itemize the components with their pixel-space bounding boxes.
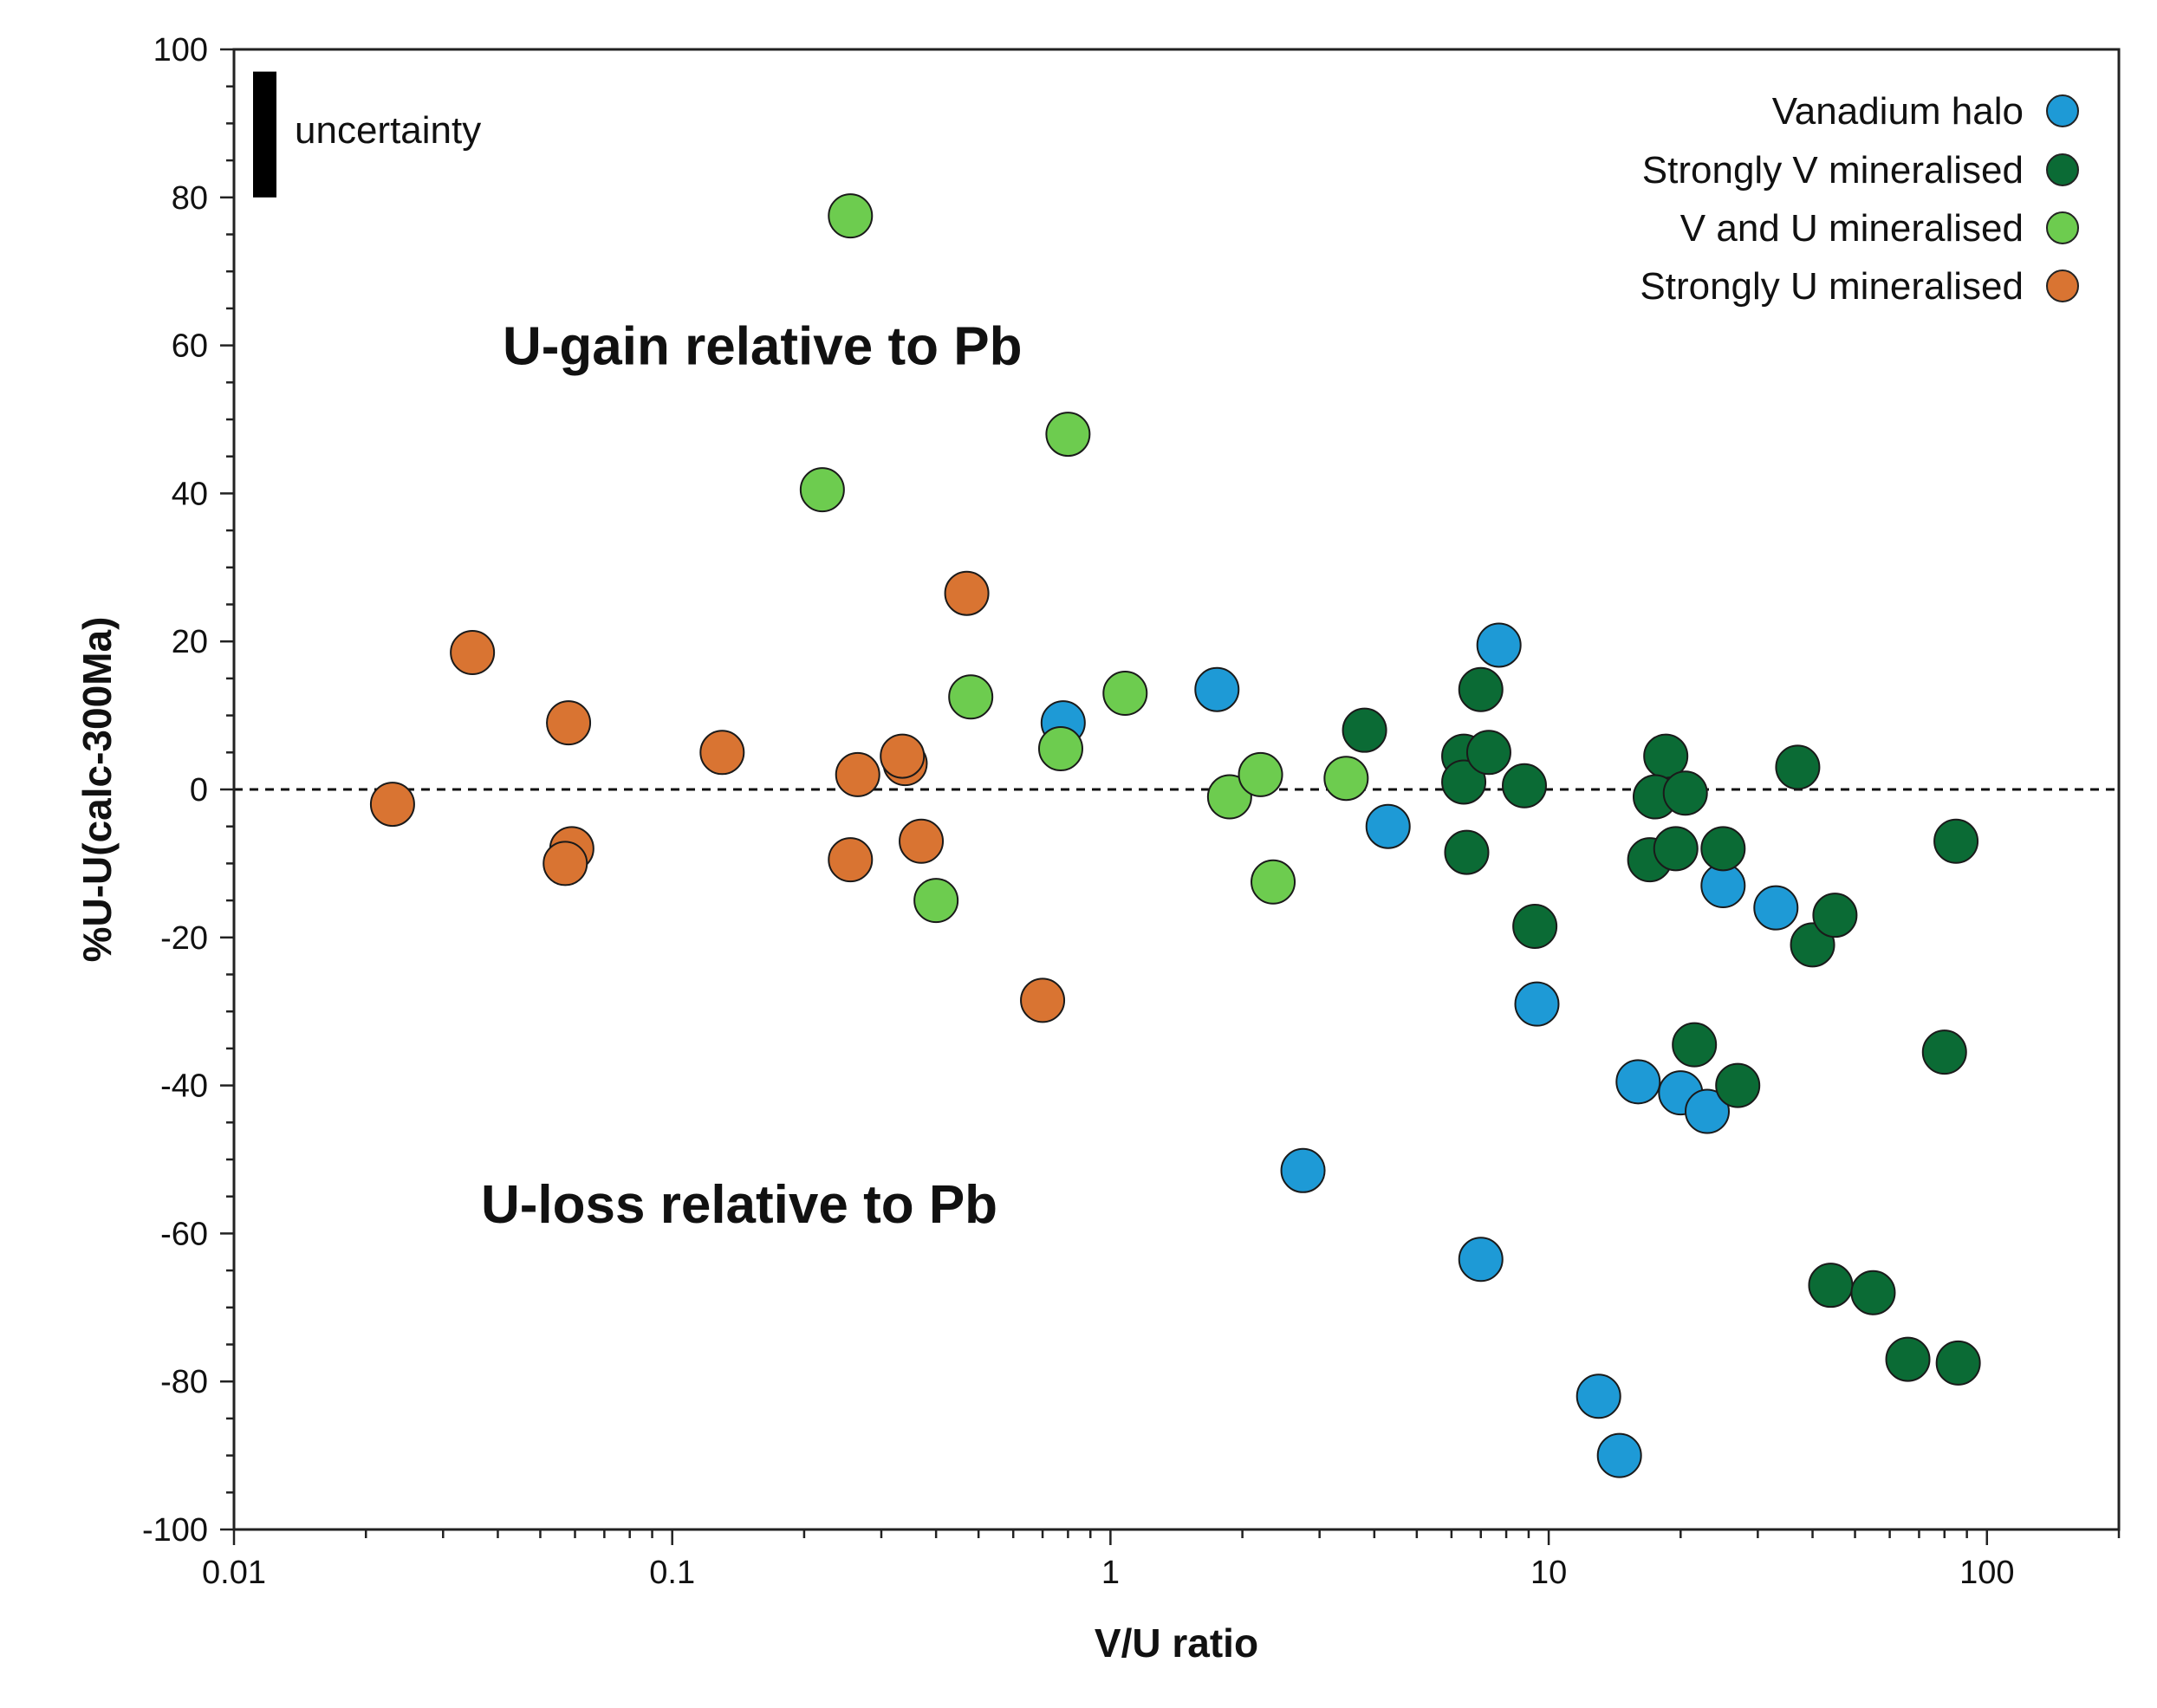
point-series1-3 [1458,666,1504,712]
point-series0-9 [1685,1088,1731,1134]
uncertainty-label: uncertainty [295,109,481,152]
point-series1-2 [1441,759,1487,805]
legend-label-v-and-u: V and U mineralised [1680,207,2024,250]
point-series1-13 [1700,826,1746,872]
uncertainty-bar [253,71,276,198]
point-series1-24 [1935,1340,1981,1386]
legend-marker-vanadium-halo [2046,94,2079,127]
annotation-u-gain: U-gain relative to Pb [503,317,1022,377]
y-tick-label: 80 [172,180,208,217]
point-series0-12 [1576,1374,1621,1419]
point-series1-19 [1933,818,1979,864]
point-series0-6 [1458,1237,1504,1283]
point-series3-9 [880,733,926,779]
point-series1-10 [1662,770,1708,816]
point-series2-2 [1045,412,1091,458]
point-series1-14 [1672,1022,1718,1068]
y-tick-label: 20 [172,624,208,660]
point-series3-0 [369,782,415,828]
point-series3-6 [828,837,874,883]
point-series2-7 [1206,774,1252,820]
axis-ticks: 100 80 60 40 20 0 -20 -40 -60 -80 -100 0.01 0.1 1 10 10… [142,32,2121,1591]
point-series1-4 [1465,730,1511,776]
data-points [369,193,1981,1478]
point-series1-15 [1715,1062,1761,1108]
point-series1-5 [1502,763,1548,809]
point-series0-4 [1514,981,1560,1027]
point-series2-8 [1238,751,1283,797]
point-series3-4 [542,841,588,886]
x-axis-title: V/U ratio [1095,1620,1258,1666]
legend-label-strongly-u: Strongly U mineralised [1640,265,2024,308]
point-series2-6 [913,878,959,924]
point-series1-22 [1850,1270,1896,1315]
point-series1-7 [1512,903,1558,949]
y-tick-label: 0 [190,772,208,809]
legend-marker-strongly-u [2046,270,2079,302]
point-series0-11 [1753,885,1799,931]
x-tick-label: 0.01 [202,1555,266,1591]
point-series3-1 [450,630,496,676]
point-series1-16 [1775,744,1821,790]
point-series1-20 [1921,1029,1967,1075]
point-series0-13 [1596,1432,1642,1478]
point-series3-5 [699,730,745,776]
point-series0-3 [1365,803,1411,849]
x-tick-label: 10 [1530,1555,1567,1591]
point-series2-1 [799,467,845,513]
point-series2-9 [1251,859,1296,905]
x-tick-label: 100 [1959,1555,2014,1591]
point-series2-3 [948,674,994,720]
point-series1-12 [1653,826,1699,872]
y-axis-title: %U-U(calc-300Ma) [75,617,120,963]
legend-label-vanadium-halo: Vanadium halo [1772,90,2024,133]
point-series3-10 [899,818,945,864]
point-series0-5 [1280,1147,1326,1193]
y-tick-label: -80 [160,1364,208,1400]
y-tick-label: -100 [142,1512,208,1549]
y-tick-label: 40 [172,476,208,512]
point-series1-23 [1885,1336,1931,1382]
point-series2-0 [828,193,874,239]
point-series2-5 [1102,670,1148,716]
annotation-u-loss: U-loss relative to Pb [481,1175,997,1235]
y-tick-label: -20 [160,920,208,957]
point-series2-4 [1037,726,1083,772]
point-series3-7 [835,751,880,797]
point-series3-11 [944,570,990,616]
point-series0-2 [1476,622,1522,668]
point-series2-10 [1323,756,1369,802]
y-tick-label: -40 [160,1068,208,1105]
point-series1-21 [1808,1263,1854,1309]
point-series3-12 [1020,977,1066,1023]
point-series1-0 [1342,707,1387,753]
point-series1-18 [1812,893,1858,938]
point-series3-2 [546,700,592,746]
point-series1-6 [1444,829,1490,875]
legend-marker-v-and-u [2046,211,2079,244]
legend-label-strongly-v: Strongly V mineralised [1642,149,2024,192]
legend-marker-strongly-v [2046,153,2079,186]
y-tick-label: 100 [153,32,208,68]
x-tick-label: 1 [1101,1555,1120,1591]
x-tick-label: 0.1 [649,1555,695,1591]
point-series0-7 [1615,1059,1661,1105]
point-series0-1 [1194,666,1240,712]
legend: Vanadium halo Strongly V mineralised V a… [1640,90,2079,308]
y-tick-label: 60 [172,328,208,365]
y-tick-label: -60 [160,1216,208,1252]
